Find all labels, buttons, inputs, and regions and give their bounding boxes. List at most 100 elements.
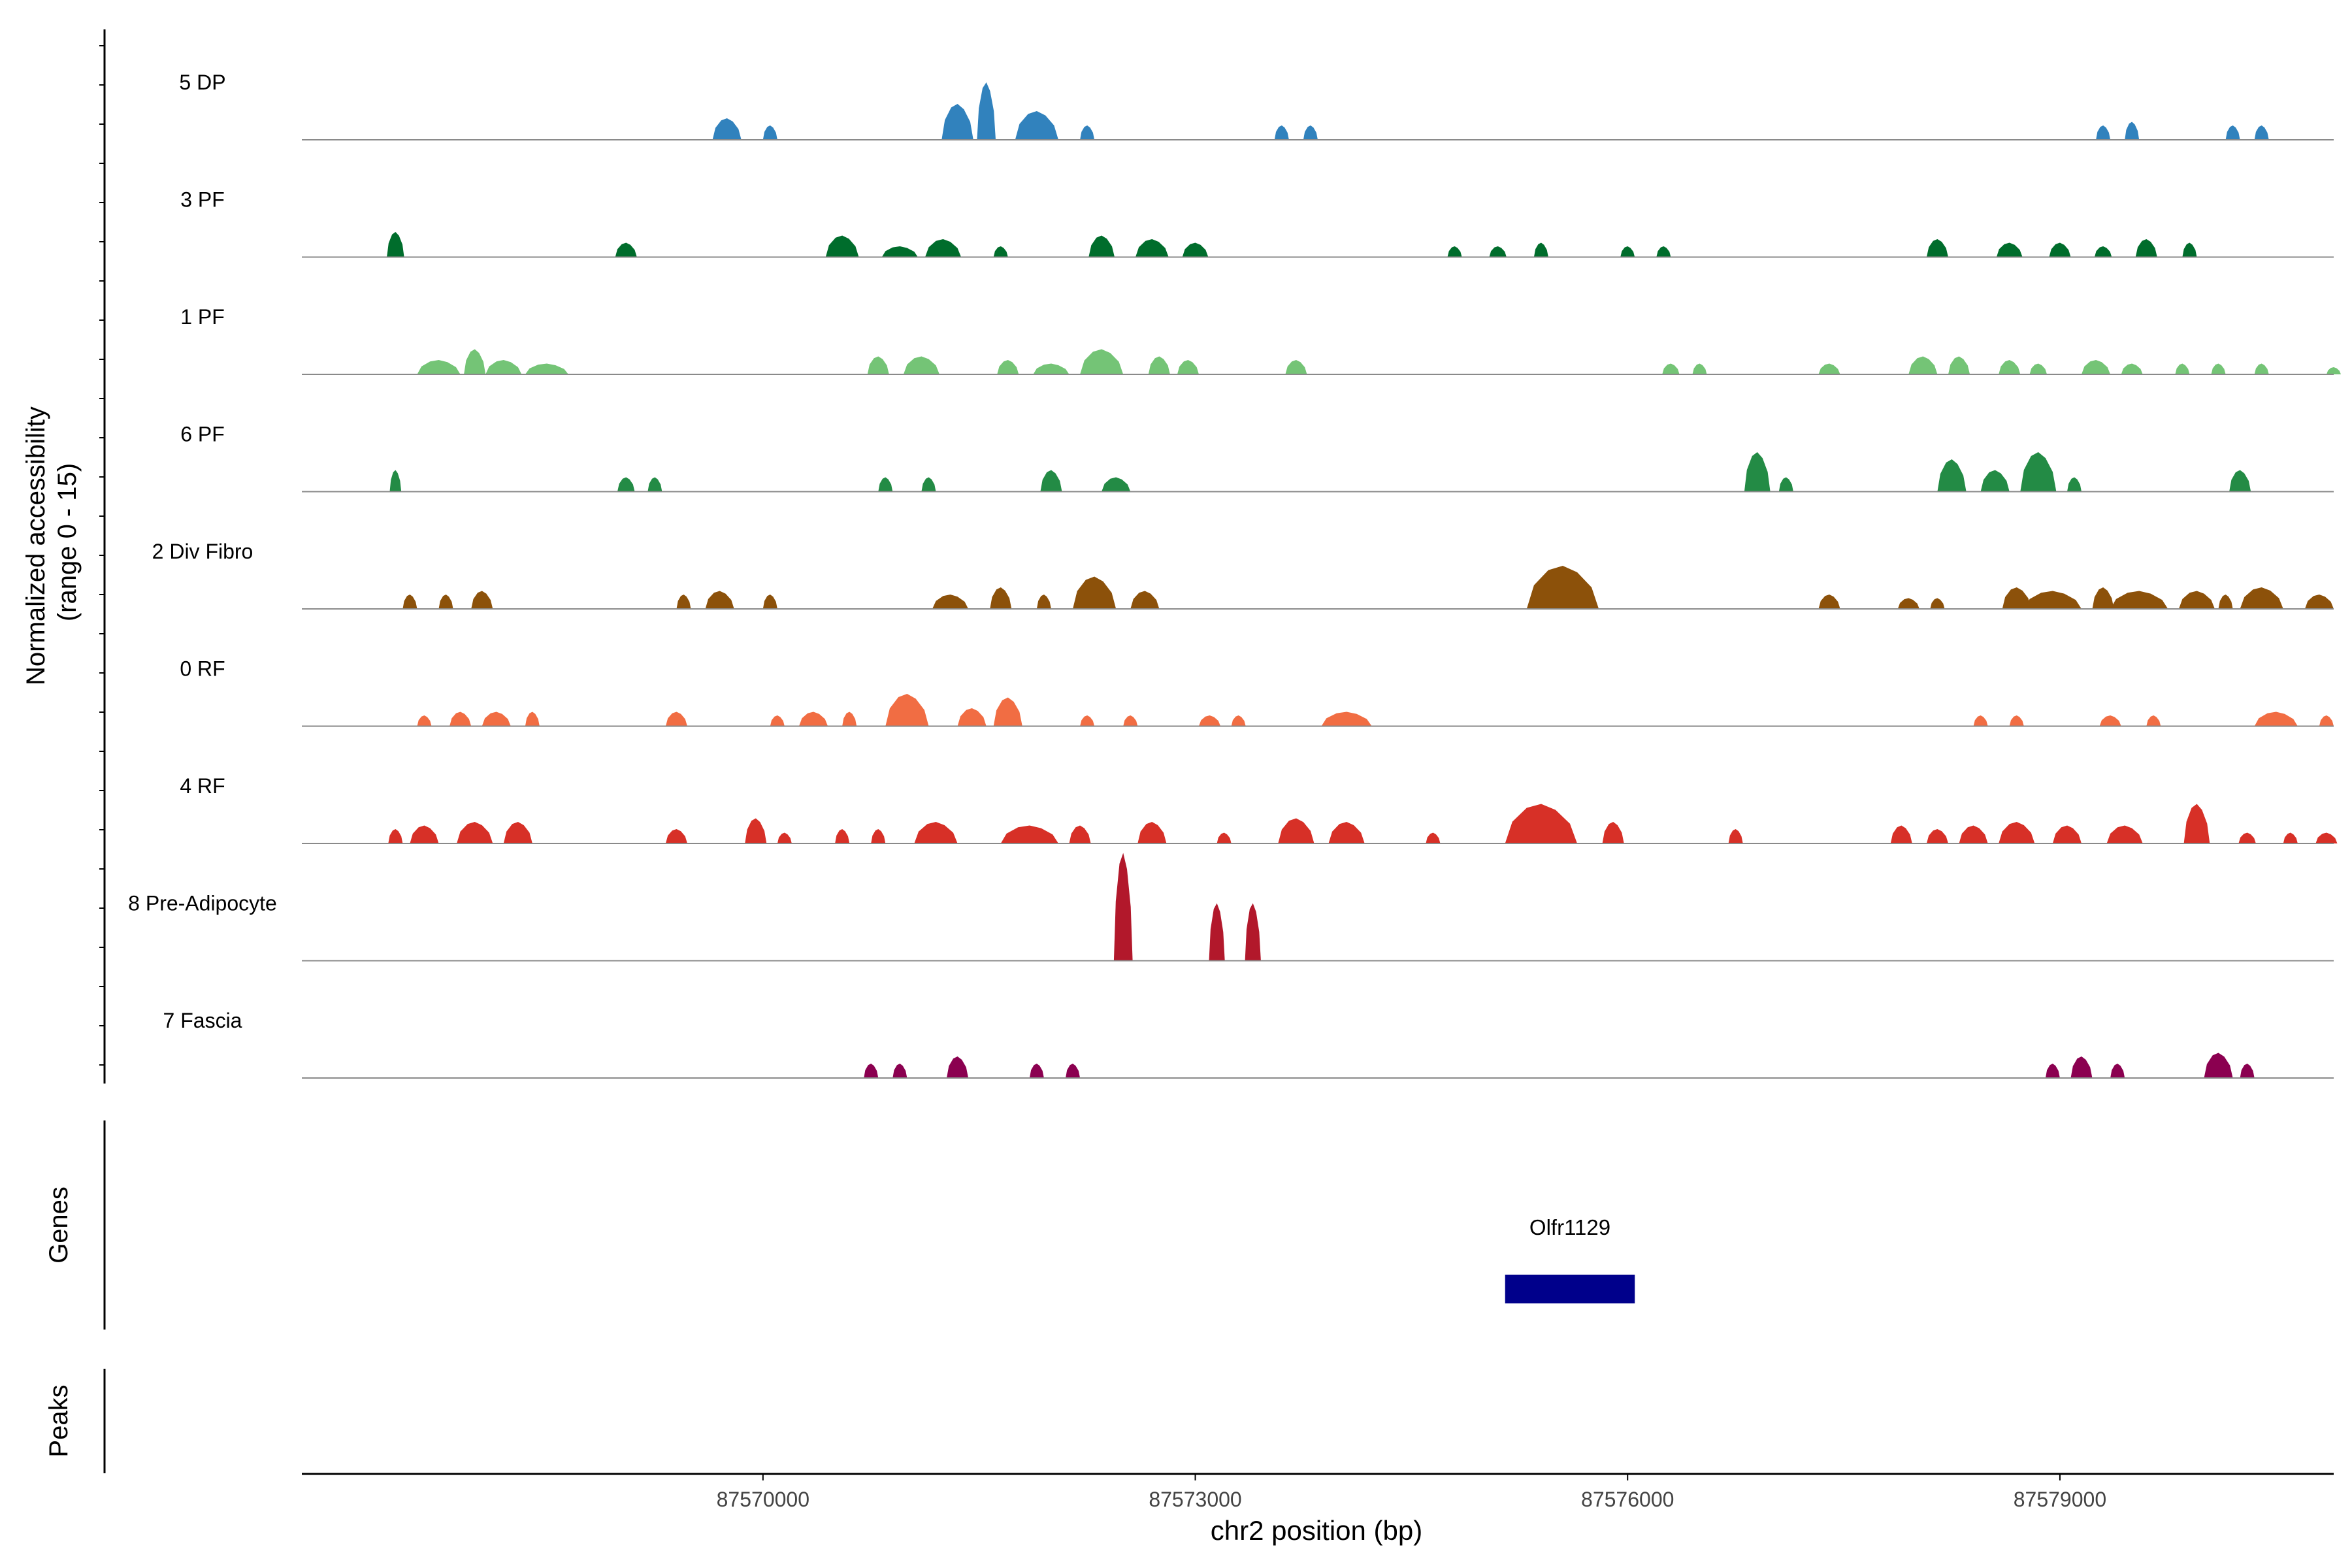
coverage-peak xyxy=(438,595,453,609)
coverage-peak xyxy=(2135,239,2157,257)
coverage-peak xyxy=(1137,822,1167,843)
coverage-peak xyxy=(705,591,734,609)
coverage-peak xyxy=(2218,595,2233,609)
coverage-peak xyxy=(2283,832,2298,843)
coverage-peak xyxy=(1080,349,1124,374)
coverage-peak xyxy=(1148,356,1170,374)
coverage-peak xyxy=(402,595,417,609)
coverage-peak xyxy=(2315,832,2338,843)
coverage-peak xyxy=(1000,825,1058,843)
coverage-peak xyxy=(2254,711,2298,727)
x-tick-label: 87570000 xyxy=(717,1488,809,1511)
coverage-peak xyxy=(1908,356,1938,374)
coverage-peak xyxy=(1656,246,1671,257)
track-label: 6 PF xyxy=(180,423,225,446)
coverage-peak xyxy=(485,360,522,374)
genes-panel: Genes Olfr1129 xyxy=(44,1120,1635,1330)
coverage-peak xyxy=(1182,242,1209,257)
coverage-peak xyxy=(762,125,777,140)
coverage-peak xyxy=(1818,595,1840,609)
y-axis-label-line-1: Normalized accessibility xyxy=(22,406,50,685)
coverage-peak xyxy=(482,711,511,727)
coverage-peak xyxy=(2229,470,2251,492)
x-axis-label: chr2 position (bp) xyxy=(1211,1515,1423,1546)
coverage-peak xyxy=(1778,477,1793,492)
coverage-peak xyxy=(2304,595,2334,609)
y-axis-label-line-2: (range 0 - 15) xyxy=(53,463,82,621)
coverage-peak xyxy=(471,591,493,609)
track-label: 0 RF xyxy=(180,657,225,681)
coverage-peak xyxy=(389,470,402,492)
coverage-peak xyxy=(777,832,792,843)
coverage-peak xyxy=(1948,356,1970,374)
coverage-peak xyxy=(1999,360,2021,374)
coverage-peak xyxy=(867,356,889,374)
coverage-peak xyxy=(665,829,687,843)
coverage-peak xyxy=(1066,1064,1081,1078)
coverage-peak xyxy=(885,694,929,727)
gene-label: Olfr1129 xyxy=(1529,1215,1610,1239)
coverage-peak xyxy=(1073,576,1117,609)
coverage-peak xyxy=(2106,825,2143,843)
coverage-peak xyxy=(2023,591,2082,609)
coverage-peak xyxy=(1036,595,1051,609)
coverage-peak xyxy=(1926,829,1948,843)
coverage-peak xyxy=(2204,1053,2233,1078)
coverage-peak xyxy=(871,829,886,843)
coverage-peak xyxy=(2110,591,2168,609)
coverage-peak xyxy=(2240,1064,2255,1078)
coverage-peak xyxy=(2319,715,2334,727)
coverage-peak xyxy=(799,711,828,727)
coverage-peak xyxy=(2254,363,2269,374)
coverage-peak xyxy=(2045,1064,2060,1078)
peaks-panel-label: Peaks xyxy=(44,1384,73,1457)
coverage-peak xyxy=(1447,246,1462,257)
coverage-peak xyxy=(1278,818,1315,843)
coverage-peak xyxy=(1217,832,1232,843)
coverage-peak xyxy=(1973,715,1988,727)
track-label: 5 DP xyxy=(179,71,225,94)
coverage-peak xyxy=(2094,246,2112,257)
coverage-track: 8 Pre-Adipocyte xyxy=(128,853,2334,962)
coverage-peak xyxy=(2009,715,2024,727)
coverage-peak xyxy=(2070,1056,2093,1078)
coverage-peak xyxy=(1123,715,1138,727)
coverage-peak xyxy=(903,356,939,374)
coverage-peak xyxy=(1328,822,1365,843)
coverage-peak xyxy=(525,711,540,727)
coverage-track: 6 PF xyxy=(180,423,2334,493)
coverage-peak xyxy=(2240,587,2283,609)
coverage-peak xyxy=(1959,825,1988,843)
coverage-peak xyxy=(1926,239,1948,257)
coverage-peak xyxy=(1033,363,1070,374)
coverage-peak xyxy=(1088,235,1115,257)
coverage-peak xyxy=(1818,363,1840,374)
coverage-peak xyxy=(449,711,472,727)
coverage-peak xyxy=(2175,363,2190,374)
coverage-peak xyxy=(1285,360,1307,374)
x-tick-label: 87576000 xyxy=(1581,1488,1674,1511)
coverage-peak xyxy=(1728,829,1743,843)
coverage-peak xyxy=(1489,246,1507,257)
coverage-peak xyxy=(1029,1064,1044,1078)
coverage-track: 5 DP xyxy=(179,71,2334,140)
coverage-peak xyxy=(615,242,637,257)
coverage-peak xyxy=(1245,903,1261,961)
coverage-peak xyxy=(2254,125,2269,140)
coverage-peak xyxy=(2052,825,2082,843)
coverage-peak xyxy=(2121,363,2143,374)
coverage-peak xyxy=(1505,804,1577,843)
coverage-track: 1 PF xyxy=(180,305,2341,375)
x-tick-label: 87579000 xyxy=(2014,1488,2106,1511)
coverage-peak xyxy=(842,711,857,727)
coverage-track: 0 RF xyxy=(180,657,2334,727)
coverage-peak xyxy=(1040,470,1062,492)
coverage-peak xyxy=(1533,242,1548,257)
coverage-track: 4 RF xyxy=(180,774,2338,844)
coverage-peak xyxy=(1426,832,1441,843)
coverage-peak xyxy=(2182,242,2197,257)
track-label: 7 Fascia xyxy=(163,1009,242,1032)
coverage-peak xyxy=(2211,363,2226,374)
coverage-peak xyxy=(665,711,687,727)
